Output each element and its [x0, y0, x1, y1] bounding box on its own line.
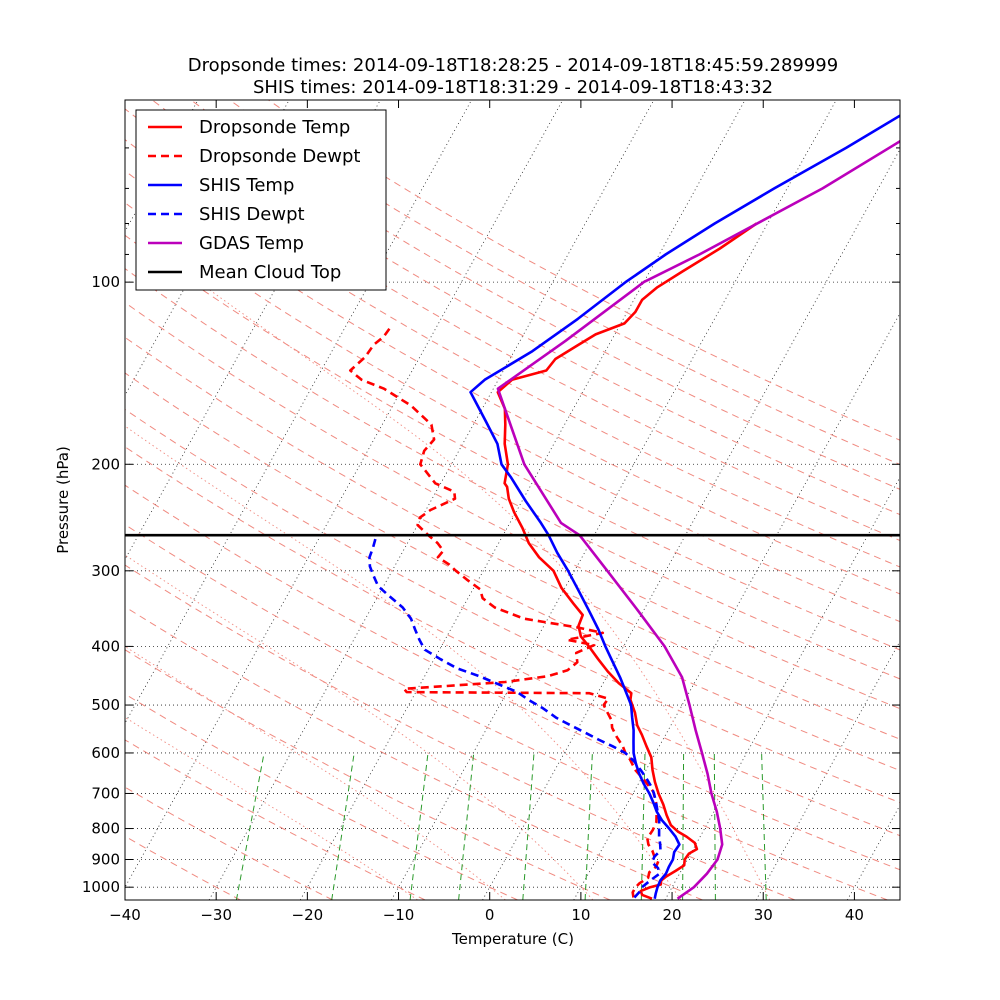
mixing-ratio-line [235, 752, 265, 900]
y-tick-label: 400 [91, 637, 120, 655]
x-tick-label: −10 [383, 906, 415, 924]
dry-adiabat [125, 267, 900, 680]
dry-adiabat [125, 336, 900, 740]
mixing-ratio-line [584, 752, 593, 900]
isotherm [482, 148, 900, 900]
mixing-ratio-line [640, 752, 646, 900]
dry-adiabat [125, 408, 900, 804]
chart-title-line-2: SHIS times: 2014-09-18T18:31:29 - 2014-0… [253, 77, 773, 98]
y-tick-label: 300 [91, 562, 120, 580]
y-tick-label: 100 [91, 273, 120, 291]
y-tick-label: 800 [91, 820, 120, 838]
isotherm [664, 476, 900, 900]
dry-adiabat [125, 372, 900, 772]
dry-adiabat [125, 301, 900, 710]
dry-adiabat [125, 138, 900, 568]
series-line-3 [368, 534, 662, 899]
legend-label-1: Dropsonde Dewpt [199, 146, 360, 167]
chart-title-line-1: Dropsonde times: 2014-09-18T18:28:25 - 2… [188, 55, 838, 76]
y-tick-label: 900 [91, 850, 120, 868]
x-tick-label: 10 [571, 906, 590, 924]
mixing-ratio-line [458, 752, 475, 900]
x-tick-label: 40 [845, 906, 864, 924]
legend-label-5: Mean Cloud Top [199, 262, 341, 283]
mixing-ratio-line [713, 752, 716, 900]
dry-adiabat [125, 446, 900, 837]
y-tick-label: 500 [91, 696, 120, 714]
isotherm [391, 100, 837, 900]
moist-adiabat [125, 425, 682, 900]
x-tick-label: −30 [200, 906, 232, 924]
isotherm [299, 100, 746, 900]
mixing-ratio-line [682, 752, 685, 900]
isotherm [573, 312, 900, 900]
mixing-ratio-line [409, 752, 429, 900]
axes: −40 −30 −20 −10 0 10 20 30 40 100 200 300 400 500 600 7… [82, 100, 900, 924]
legend-label-2: SHIS Temp [199, 175, 294, 196]
isotherm [938, 100, 1000, 900]
y-tick-label: 700 [91, 784, 120, 802]
x-tick-label: 0 [485, 906, 495, 924]
isotherm [755, 640, 900, 900]
y-tick-label: 1000 [82, 878, 120, 896]
isotherm [125, 100, 564, 889]
x-tick-label: 20 [663, 906, 682, 924]
legend-label-4: GDAS Temp [199, 233, 304, 254]
legend-box [135, 109, 387, 291]
isotherm [208, 100, 655, 900]
x-tick-label: −40 [109, 906, 141, 924]
legend: Dropsonde Temp Dropsonde Dewpt SHIS Temp SH… [135, 109, 387, 291]
mixing-ratio-line [522, 752, 535, 900]
series-line-4 [496, 139, 900, 900]
x-tick-label: −20 [292, 906, 324, 924]
series-line-0 [496, 222, 758, 900]
series-line-1 [348, 324, 660, 898]
series-line-2 [469, 114, 900, 899]
mixing-ratio-line [331, 752, 355, 900]
moist-adiabat [125, 716, 418, 900]
legend-label-0: Dropsonde Temp [199, 117, 350, 138]
isotherm [0, 100, 16, 900]
moist-adiabat [125, 554, 594, 900]
dry-adiabat [268, 100, 900, 441]
x-axis-label: Temperature (C) [451, 930, 574, 948]
y-tick-label: 200 [91, 455, 120, 473]
x-tick-label: 30 [754, 906, 773, 924]
dry-adiabat [229, 100, 900, 466]
y-axis-label: Pressure (hPa) [54, 446, 72, 554]
plot-frame [124, 99, 901, 901]
dry-adiabat [125, 484, 900, 871]
data-series [125, 114, 900, 900]
mixing-ratio-line [761, 752, 767, 900]
y-tick-label: 600 [91, 744, 120, 762]
legend-label-3: SHIS Dewpt [199, 204, 305, 225]
